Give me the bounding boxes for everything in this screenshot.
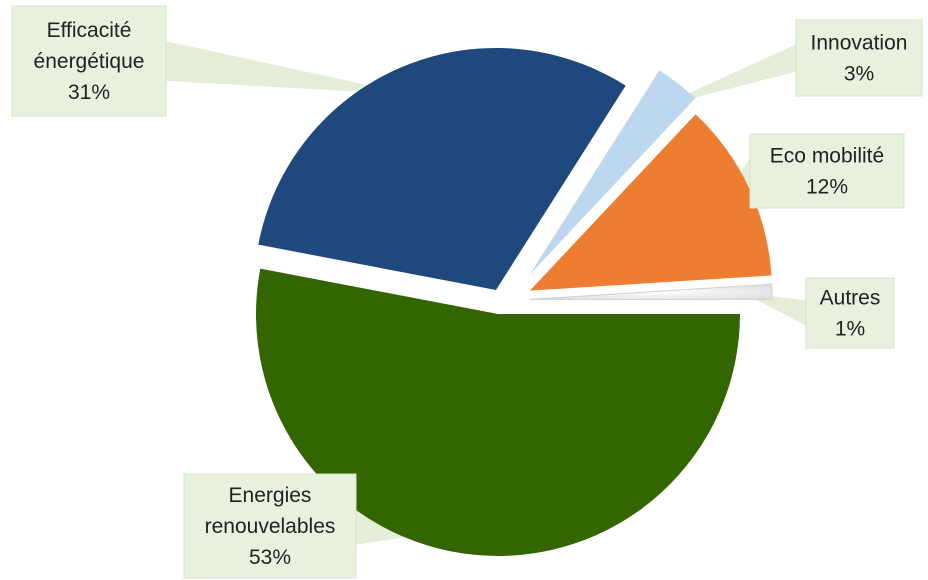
pie-slice-innovation [529,70,696,275]
data-label-category: Efficacité [47,19,132,42]
data-label-value: 12% [806,176,848,199]
data-label-efficacit-nerg-tique: Efficacité énergétique 31% [11,5,167,117]
data-label-innovation: Innovation 3% [795,19,923,97]
pie-slice-autres [529,283,773,300]
data-label-category: Energies [229,484,312,507]
data-label-category: Autres [820,287,881,310]
data-label-category: Eco mobilité [770,145,884,168]
data-labels: Energies renouvelables 53% Efficacité énergé… [11,5,923,579]
data-label-eco-mobilit-: Eco mobilité 12% [749,133,905,209]
pie-slice-efficacit-nerg-tique [258,47,626,290]
leader-line [166,41,412,95]
data-label-energies-renouvelables: Energies renouvelables 53% [183,473,357,579]
data-label-value: 3% [844,63,874,86]
pie-slice-eco-mobilit- [529,114,772,291]
pie-slice-energies-renouvelables [256,268,740,557]
data-label-category: Innovation [811,32,908,55]
label-box [11,5,167,117]
leader-line [742,292,806,326]
label-box [805,277,895,349]
data-label-category: énergétique [34,50,145,73]
pie-slices [256,47,773,557]
data-label-value: 53% [249,546,291,569]
data-label-category: renouvelables [205,515,336,538]
label-box [795,19,923,97]
data-label-autres: Autres 1% [805,277,895,349]
data-label-value: 1% [835,318,865,341]
data-label-value: 31% [68,81,110,104]
label-box [749,133,905,209]
label-box [183,473,357,579]
leader-line [660,44,796,107]
